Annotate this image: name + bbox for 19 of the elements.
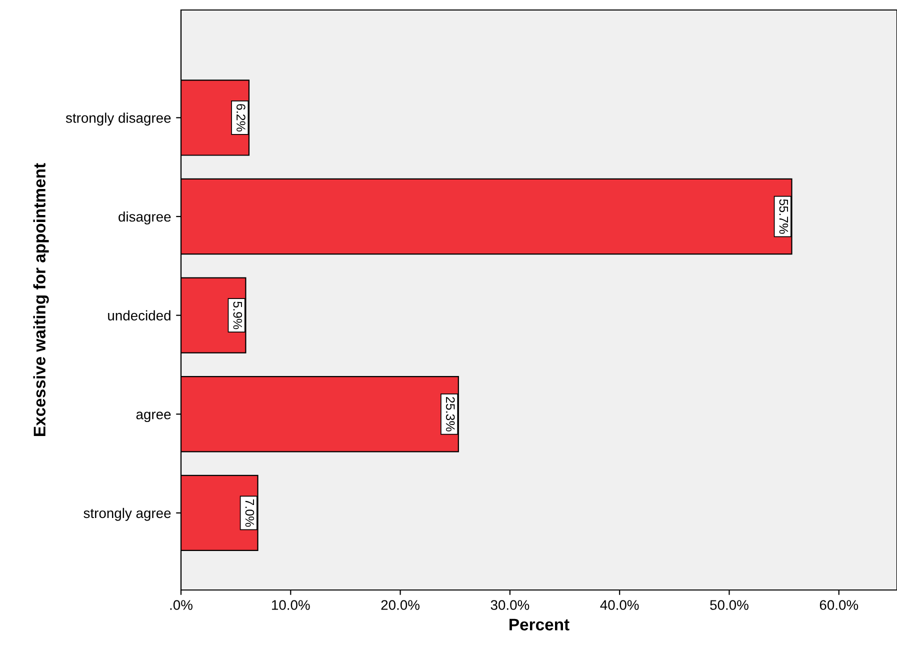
x-tick-label: 30.0% bbox=[490, 600, 530, 610]
y-tick-label: disagree bbox=[118, 211, 171, 224]
y-tick-label: strongly agree bbox=[84, 508, 171, 521]
data-label: 7.0% bbox=[245, 499, 254, 527]
x-tick-label: 20.0% bbox=[381, 600, 420, 610]
data-label: 5.9% bbox=[233, 302, 242, 330]
data-label: 55.7% bbox=[779, 199, 788, 234]
data-label: 6.2% bbox=[236, 104, 246, 132]
x-tick-label: 50.0% bbox=[710, 600, 748, 610]
x-tick-label: 10.0% bbox=[272, 600, 310, 610]
x-axis-title: Percent bbox=[510, 618, 570, 630]
y-tick-label: agree bbox=[136, 412, 171, 422]
x-tick-label: 40.0% bbox=[600, 600, 639, 610]
x-tick-label: 60.0% bbox=[820, 600, 858, 610]
y-tick-label: strongly disagree bbox=[66, 112, 171, 126]
x-tick-label: .0% bbox=[170, 600, 192, 610]
data-label: 25.3% bbox=[446, 397, 455, 432]
y-tick-label: undecided bbox=[108, 310, 170, 320]
y-axis-title: Excessive waiting for appointment bbox=[33, 163, 49, 436]
